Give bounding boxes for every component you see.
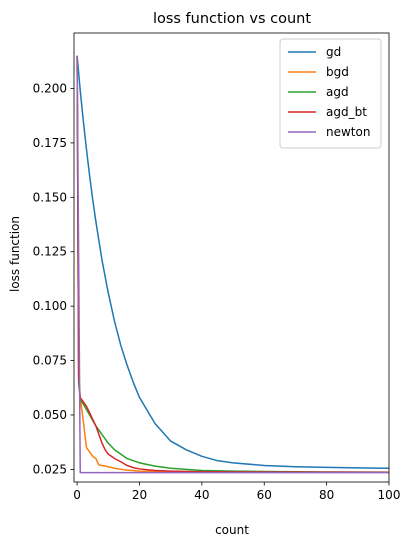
x-axis-label: count [215, 523, 249, 537]
x-tick-label: 40 [194, 488, 209, 502]
x-tick-label: 20 [132, 488, 147, 502]
y-tick-label: 0.175 [33, 136, 67, 150]
legend-box [279, 38, 382, 149]
plot-area [76, 55, 389, 474]
axes-frame [73, 32, 390, 483]
y-tick-label: 0.075 [33, 354, 67, 368]
legend-label: agd [326, 85, 349, 99]
x-tick-label: 60 [257, 488, 272, 502]
axes: 0 20 40 60 80 100 0.025 0.050 0.075 0.100 0.125 0.1… [33, 32, 401, 502]
legend-label: agd_bt [326, 105, 367, 119]
chart-title: loss function vs count [153, 11, 311, 27]
series-line-newton [76, 55, 389, 474]
series-line-gd [76, 55, 389, 470]
series-line-agd [76, 55, 389, 473]
y-tick-label: 0.200 [33, 81, 67, 95]
x-tick-label: 80 [319, 488, 334, 502]
y-axis-label: loss function [8, 216, 22, 292]
series-line-bgd [76, 55, 389, 473]
legend-label: bgd [326, 65, 349, 79]
y-tick-label: 0.050 [33, 408, 67, 422]
y-tick-label: 0.025 [33, 462, 67, 476]
y-tick-label: 0.150 [33, 190, 67, 204]
x-tick-label: 0 [73, 488, 81, 502]
series-line-agd-bt [76, 55, 389, 473]
x-tick-label: 100 [378, 488, 401, 502]
y-tick-label: 0.100 [33, 299, 67, 313]
legend-label: newton [326, 125, 370, 139]
legend-label: gd [326, 45, 341, 59]
y-tick-label: 0.125 [33, 245, 67, 259]
